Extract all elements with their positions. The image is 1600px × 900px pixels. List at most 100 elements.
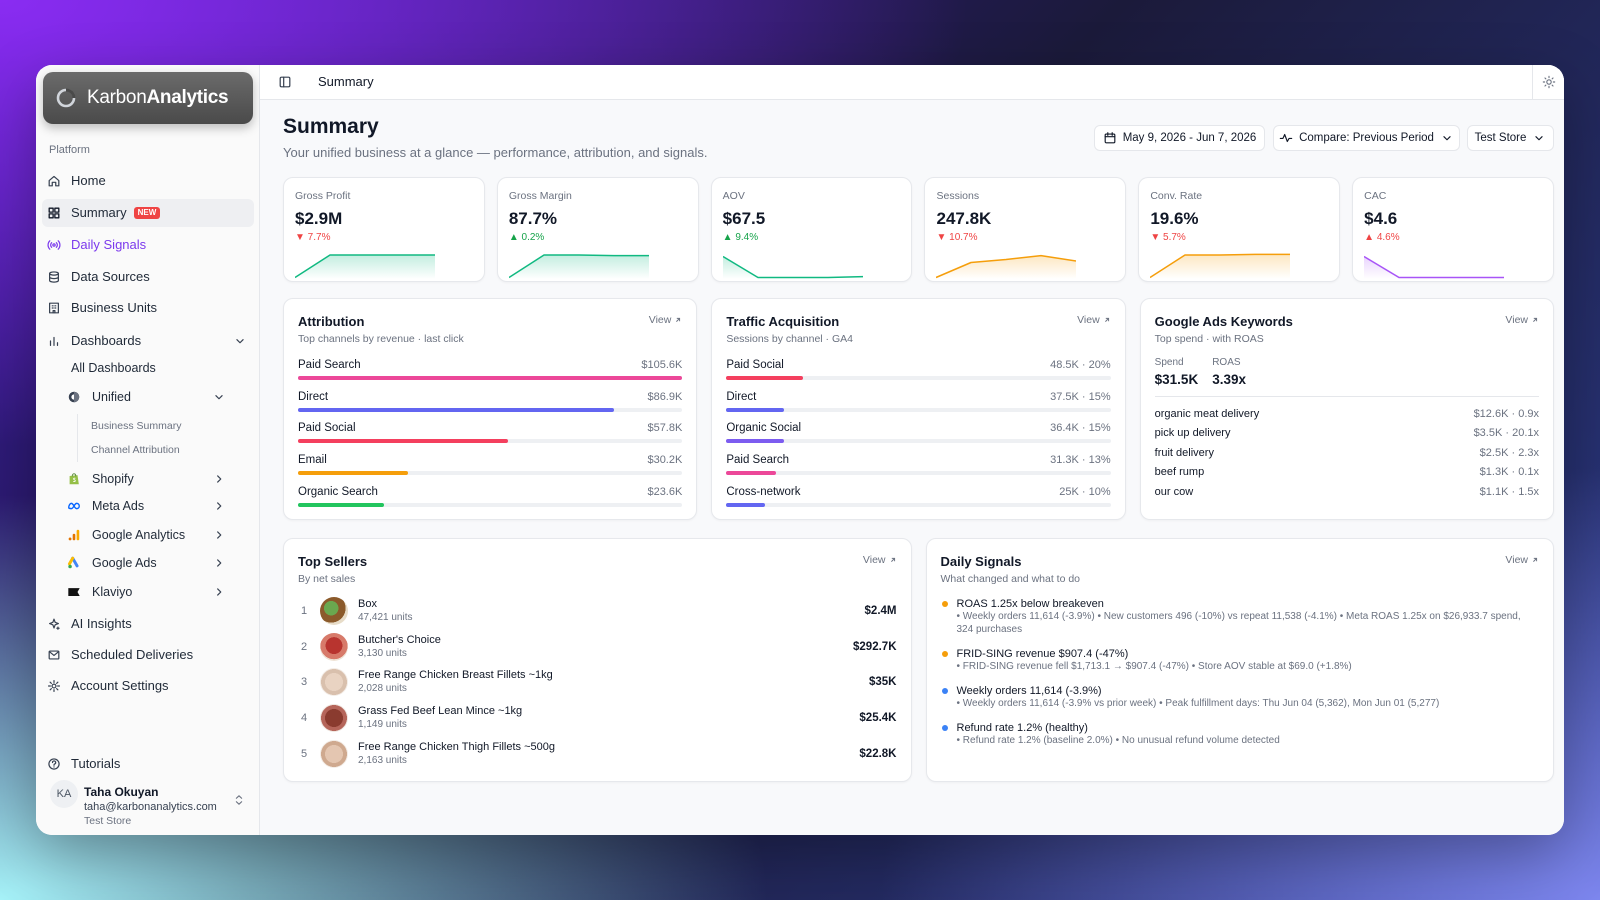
nav-badge: NEW [133,207,161,219]
icon-svg [56,88,76,108]
view-label: View [862,554,886,566]
signal-dot [941,688,948,695]
nav-item[interactable]: Unified [42,383,254,411]
nav-item[interactable]: Data Sources [42,263,254,291]
product-name: Free Range Chicken Breast Fillets ~1kg [358,669,553,682]
section-label: Platform [49,144,90,156]
channel-value: $57.8K [647,422,683,435]
view-link[interactable]: View [1505,313,1539,327]
nav-item[interactable]: Dashboards [42,327,254,355]
nav-item[interactable]: Meta Ads [42,492,254,520]
view-label: View [1505,554,1528,566]
bar-track [298,407,683,412]
channel-value: 36.4K · 15% [1050,422,1111,435]
brand-name-light: Karbon [87,87,147,108]
traffic-card: Traffic Acquisition Sessions by channel ·… [711,298,1126,520]
icon-rect [279,76,291,88]
signal-detail: • FRID-SING revenue fell $1,713.1 → $907… [956,660,1352,672]
nav-item[interactable]: Shopify [42,465,254,493]
nav-label: Account Settings [71,677,169,693]
channel-value: 37.5K · 15% [1050,390,1111,403]
nav-item[interactable]: Business Summary [42,412,254,440]
seller-list: 1 Box 47,421 units $2.4M 2 Butcher's Choice 3,… [298,597,897,775]
product-units: 2,028 units [358,683,407,695]
view-link[interactable]: View [863,553,897,567]
bar-row-labels: Paid Social $57.8K [298,420,682,436]
product-sales: $22.8K [859,747,897,760]
daily-signals-card: Daily Signals What changed and what to do… [925,538,1554,782]
icon-rect [49,302,59,314]
nav-item[interactable]: AI Insights [42,610,254,638]
keyword-row: beef rump $1.3K · 0.1x [1155,463,1539,482]
sidebar-toggle[interactable] [278,75,292,94]
nav-icon [47,238,61,252]
spark-area [722,256,863,279]
nav-icon [47,334,61,348]
icon-svg [217,559,222,567]
nav-item[interactable]: Scheduled Deliveries [42,641,254,669]
nav-item[interactable]: Summary NEW [42,199,254,227]
spark-area [936,255,1077,279]
icon-path [217,559,222,567]
icon-circle [68,565,72,569]
keyword-stats: $12.6K · 0.9x [1473,408,1539,420]
nav-item[interactable]: Google Analytics [42,521,254,549]
bar-row: Paid Search $105.6K [298,357,683,389]
bar [726,502,765,507]
bar-track [298,502,683,507]
bar-row: Direct 37.5K · 15% [726,389,1111,421]
bar [726,471,777,476]
channel-name: Paid Social [726,359,784,371]
seller-rank: 5 [301,747,308,760]
icon-svg [217,588,222,596]
user-name: Taha Okuyan [84,785,159,799]
card-title: Top Sellers [298,554,368,569]
nav-item[interactable]: Daily Signals [42,231,254,259]
nav-item[interactable]: Tutorials [42,750,254,778]
compare-button[interactable]: Compare: Previous Period [1273,125,1460,151]
nav-item[interactable]: Business Units [42,294,254,322]
nav-label: Klaviyo [92,584,133,599]
icon-path [48,651,60,657]
theme-toggle[interactable] [1532,65,1564,99]
channel-name: Paid Search [726,454,789,467]
icon-svg [48,650,60,660]
icon-path [1533,557,1538,562]
channel-name: Direct [298,390,329,403]
nav-item[interactable]: Account Settings [42,672,254,700]
card-title: Daily Signals [940,554,1022,569]
icon-path [236,339,244,344]
nav-item[interactable]: Channel Attribution [42,436,254,464]
view-link[interactable]: View [1505,553,1539,567]
nav-label: Tutorials [71,756,121,771]
channel-value: $105.6K [641,359,683,371]
view-link[interactable]: View [649,313,683,327]
nav-icon [67,585,81,599]
seller-row: 1 Box 47,421 units $2.4M [298,597,897,633]
seller-row: 3 Free Range Chicken Breast Fillets ~1kg 2… [298,668,897,704]
nav-icon [47,301,61,315]
seller-rank: 4 [301,712,308,725]
bar-list: Paid Social 48.5K · 20% Direct 37.5K · 15% O… [726,357,1111,515]
nav-item[interactable]: Klaviyo [42,578,254,606]
icon-svg [69,472,79,484]
date-range-button[interactable]: May 9, 2026 - Jun 7, 2026 [1094,125,1265,151]
nav-item[interactable]: Google Ads [42,549,254,577]
view-link[interactable]: View [1077,313,1111,327]
nav-item[interactable]: All Dashboards [42,354,254,382]
store-button[interactable]: Test Store [1467,125,1554,151]
icon-svg [1535,136,1544,141]
nav-label: AI Insights [71,615,132,631]
kpi-label: CAC [1364,190,1387,202]
bar-row: Paid Social $57.8K [298,420,683,452]
kpi-card: Sessions 247.8K ▼ 10.7% [924,177,1127,282]
icon-svg [49,302,59,314]
bar-row-labels: Cross-network 25K · 10% [726,484,1110,500]
nav-item[interactable]: Home [42,167,254,195]
bar-row: Email $30.2K [298,452,683,484]
user-menu[interactable]: KA Taha Okuyan taha@karbonanalytics.com Tes… [42,773,254,827]
nav-label: Home [71,173,106,188]
icon-path [49,272,59,283]
icon-svg [676,317,681,322]
nav-icon [47,617,61,631]
